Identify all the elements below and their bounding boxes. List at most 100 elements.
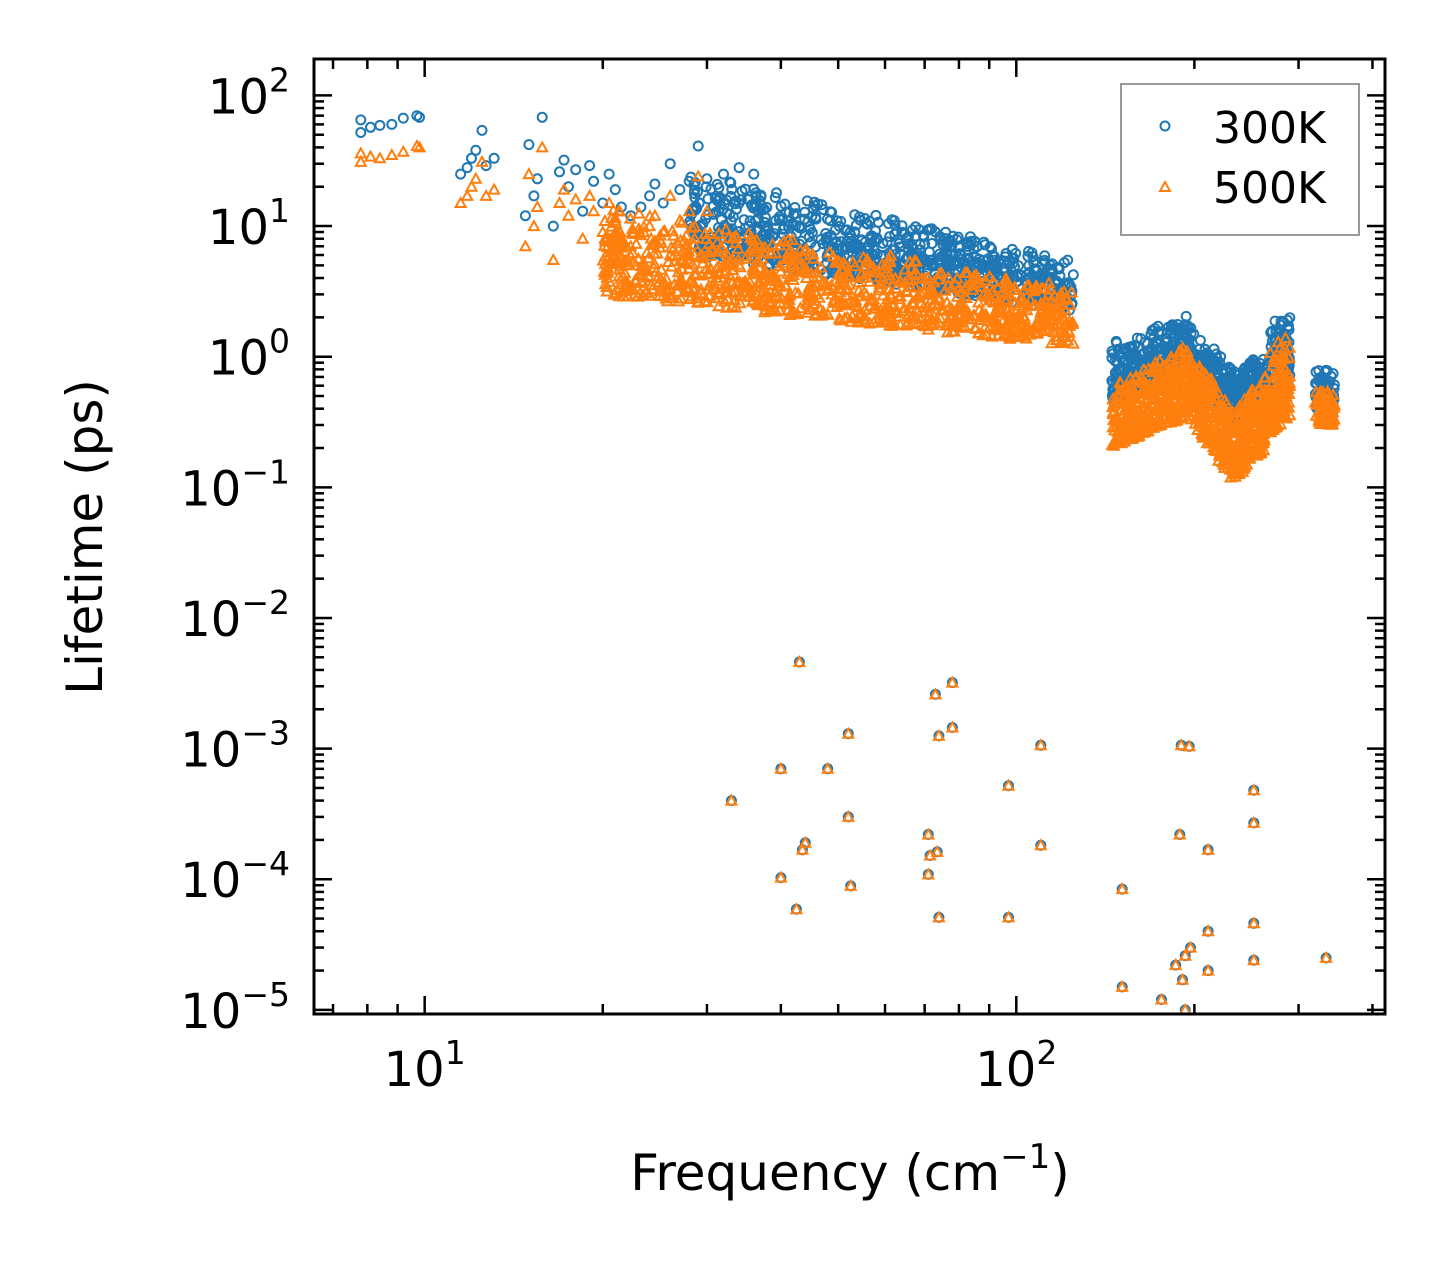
scatter-point-500k bbox=[1174, 410, 1189, 423]
scatter-point-500k bbox=[1326, 387, 1340, 400]
scatter-point-300k bbox=[934, 231, 946, 242]
scatter-point-500k bbox=[1204, 372, 1218, 385]
scatter-point-500k bbox=[1160, 393, 1174, 406]
scatter-point-500k bbox=[1136, 375, 1150, 388]
scatter-point-300k bbox=[1053, 261, 1065, 273]
scatter-point-500k bbox=[576, 231, 590, 244]
scatter-point-500k bbox=[932, 910, 946, 923]
scatter-point-500k bbox=[689, 266, 704, 279]
scatter-point-500k bbox=[772, 276, 787, 289]
scatter-point-500k bbox=[932, 267, 946, 280]
scatter-point-500k bbox=[654, 279, 669, 292]
scatter-point-500k bbox=[810, 279, 824, 292]
scatter-point-500k bbox=[683, 292, 697, 305]
scatter-point-500k bbox=[806, 247, 820, 260]
scatter-point-500k bbox=[721, 291, 735, 304]
scatter-point-500k bbox=[986, 274, 1000, 287]
scatter-point-500k bbox=[1172, 351, 1186, 364]
scatter-point-500k bbox=[1036, 281, 1050, 294]
scatter-point-500k bbox=[1130, 427, 1144, 440]
scatter-point-300k bbox=[770, 222, 782, 234]
scatter-point-500k bbox=[569, 192, 583, 205]
scatter-point-300k bbox=[969, 251, 981, 263]
scatter-point-300k bbox=[999, 251, 1011, 263]
scatter-point-500k bbox=[758, 273, 772, 286]
scatter-point-300k bbox=[733, 197, 745, 209]
scatter-point-500k bbox=[991, 321, 1005, 334]
scatter-point-500k bbox=[932, 728, 946, 741]
scatter-point-500k bbox=[717, 294, 732, 307]
scatter-point-500k bbox=[1120, 417, 1134, 430]
scatter-point-500k bbox=[1199, 413, 1214, 426]
scatter-point-500k bbox=[935, 302, 949, 315]
scatter-point-500k bbox=[1278, 399, 1293, 412]
scatter-point-300k bbox=[1152, 320, 1164, 332]
scatter-point-500k bbox=[1168, 355, 1182, 368]
scatter-point-500k bbox=[724, 793, 739, 806]
scatter-point-500k bbox=[746, 263, 760, 276]
scatter-point-500k bbox=[1192, 412, 1207, 425]
scatter-point-500k bbox=[1197, 366, 1211, 379]
x-axis-label: Frequency (cm−1) bbox=[630, 1137, 1070, 1202]
scatter-point-500k bbox=[1201, 963, 1215, 976]
scatter-point-300k bbox=[801, 195, 813, 207]
scatter-point-300k bbox=[1185, 322, 1197, 334]
scatter-point-500k bbox=[865, 262, 879, 275]
scatter-point-300k bbox=[1030, 263, 1042, 275]
scatter-point-300k bbox=[1194, 334, 1206, 346]
y-tick-label: 101 bbox=[208, 191, 290, 256]
scatter-point-500k bbox=[846, 255, 860, 268]
scatter-point-500k bbox=[685, 220, 699, 233]
scatter-point-500k bbox=[799, 270, 814, 283]
scatter-point-500k bbox=[1238, 459, 1252, 472]
scatter-point-300k bbox=[1172, 319, 1183, 330]
scatter-point-500k bbox=[712, 244, 726, 257]
scatter-point-500k bbox=[1148, 355, 1163, 368]
legend-label-500k: 500K bbox=[1213, 163, 1327, 214]
scatter-point-300k bbox=[1232, 375, 1244, 387]
scatter-point-500k bbox=[918, 271, 932, 284]
scatter-point-500k bbox=[1030, 326, 1044, 339]
scatter-point-500k bbox=[920, 318, 934, 331]
scatter-point-300k bbox=[795, 222, 807, 234]
scatter-point-500k bbox=[798, 835, 812, 848]
plot-frame bbox=[312, 57, 1387, 1016]
scatter-point-300k bbox=[523, 139, 535, 151]
scatter-point-500k bbox=[682, 261, 696, 274]
scatter-point-500k bbox=[773, 259, 787, 272]
scatter-point-300k bbox=[1039, 257, 1051, 269]
scatter-point-300k bbox=[1132, 353, 1144, 365]
scatter-point-500k bbox=[606, 203, 621, 216]
scatter-point-500k bbox=[965, 282, 980, 295]
scatter-point-500k bbox=[617, 289, 631, 302]
scatter-point-300k bbox=[850, 219, 862, 231]
scatter-point-300k bbox=[759, 211, 771, 223]
scatter-point-500k bbox=[1008, 280, 1022, 293]
scatter-point-500k bbox=[910, 304, 925, 317]
scatter-point-300k bbox=[1111, 337, 1123, 349]
scatter-point-500k bbox=[1199, 378, 1213, 391]
y-tick-label: 102 bbox=[208, 60, 290, 125]
scatter-point-500k bbox=[963, 276, 977, 289]
scatter-point-500k bbox=[700, 295, 714, 308]
scatter-point-500k bbox=[687, 237, 701, 250]
scatter-point-500k bbox=[676, 244, 690, 257]
scatter-point-500k bbox=[1124, 409, 1138, 422]
scatter-point-300k bbox=[1126, 351, 1138, 363]
scatter-point-300k bbox=[461, 162, 473, 174]
scatter-point-500k bbox=[614, 240, 628, 253]
scatter-point-500k bbox=[733, 296, 747, 309]
scatter-point-500k bbox=[666, 241, 681, 254]
scatter-point-500k bbox=[795, 261, 810, 274]
scatter-point-500k bbox=[624, 239, 638, 252]
x-tick-label: 101 bbox=[384, 1033, 466, 1098]
scatter-point-500k bbox=[691, 169, 705, 182]
scatter-point-500k bbox=[1044, 336, 1059, 349]
scatter-point-500k bbox=[781, 266, 795, 279]
scatter-point-500k bbox=[838, 297, 853, 310]
legend-marker-500k bbox=[1158, 179, 1172, 192]
scatter-point-500k bbox=[1312, 414, 1326, 427]
scatter-point-500k bbox=[613, 255, 627, 268]
scatter-point-500k bbox=[1127, 416, 1142, 429]
scatter-point-500k bbox=[792, 654, 807, 667]
